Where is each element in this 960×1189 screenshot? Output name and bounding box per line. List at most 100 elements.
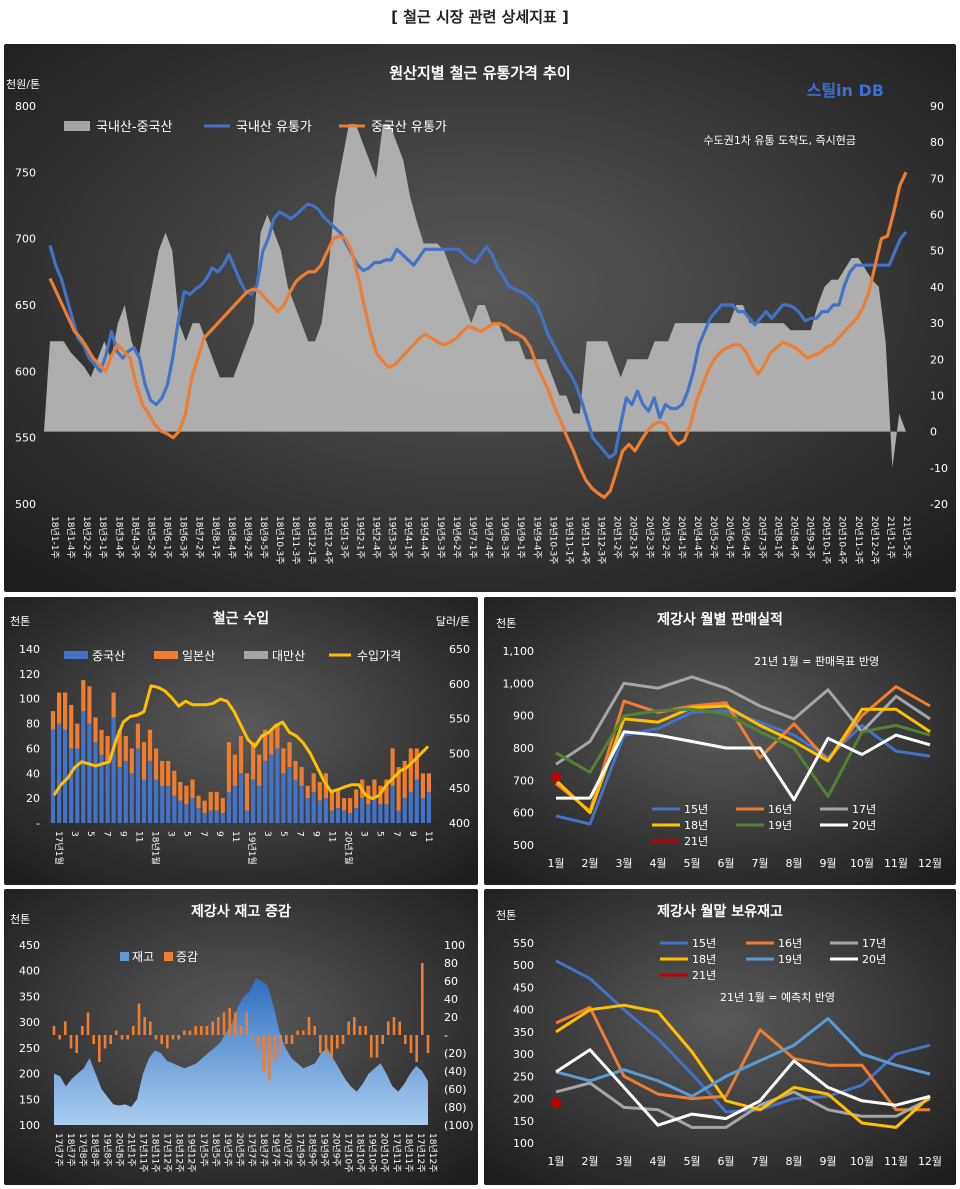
- bar-change: [149, 1021, 152, 1035]
- y2-tick-label: (60): [444, 1083, 467, 1096]
- x-tick-label: 5: [278, 831, 288, 837]
- bar-japan: [208, 791, 213, 811]
- series-line-domestic: [48, 202, 908, 460]
- bar-change: [262, 1035, 265, 1071]
- x-tick-label: 18년10주: [355, 1133, 366, 1172]
- chart-title: 원산지별 철근 유통가격 추이: [389, 64, 570, 82]
- y-tick-label: -: [36, 817, 40, 830]
- bar-japan: [238, 736, 244, 774]
- bar-japan: [117, 729, 122, 768]
- bar-japan: [220, 798, 225, 813]
- legend-swatch-change: [164, 952, 173, 961]
- bar-japan: [384, 779, 389, 805]
- y-tick-label: 140: [19, 643, 40, 656]
- x-tick-label: 9월: [819, 1155, 836, 1168]
- bar-china: [317, 800, 322, 823]
- x-tick-label: 20년12-2주: [869, 516, 880, 564]
- y2-tick-label: -10: [930, 462, 948, 475]
- bar-china: [348, 813, 353, 823]
- rebar-import-chart: 철근 수입 천톤 달러/톤 -20 40 60 80 100 120 140 400 450 500 55…: [4, 597, 478, 885]
- month-end-inventory-svg: 제강사 월말 보유재고 천톤 100 150 200 250 300 350 400 450 500…: [484, 889, 956, 1185]
- x-tick-label: 9: [310, 831, 320, 837]
- bar-japan: [342, 798, 347, 811]
- x-tick-label: 7: [198, 831, 208, 837]
- legend-label: 대만산: [272, 649, 305, 663]
- x-tick-label: 10월: [850, 1155, 874, 1168]
- bar-japan: [166, 760, 171, 786]
- bar-japan: [196, 795, 201, 809]
- bar-japan: [172, 770, 177, 796]
- bar-change: [336, 1035, 339, 1049]
- bar-china: [396, 810, 401, 823]
- bar-japan: [293, 760, 298, 780]
- bar-china: [184, 804, 189, 823]
- bar-change: [64, 1021, 67, 1035]
- bar-change: [86, 1012, 90, 1035]
- bar-japan: [275, 723, 280, 749]
- y-tick-label: 500: [513, 839, 534, 852]
- x-tick-label: 18년6-3주: [178, 516, 189, 559]
- bar-japan: [335, 789, 341, 808]
- x-tick-label: 18년11주: [403, 1133, 414, 1172]
- monthly-sales-svg: 제강사 월별 판매실적 천톤 500 600 700 800 900 1,000 1,100 1월…: [484, 597, 956, 885]
- x-tick-label: 18년11-3주: [290, 516, 301, 564]
- bar-china: [81, 711, 86, 823]
- bar-change: [217, 1017, 220, 1035]
- x-tick-label: 9월: [819, 857, 836, 870]
- y2-tick-label: (20): [444, 1047, 467, 1060]
- bar-change: [392, 1017, 396, 1035]
- bar-japan: [251, 742, 256, 780]
- x-tick-label: 9: [214, 831, 224, 837]
- bar-china: [99, 754, 104, 823]
- bar-change: [426, 1035, 430, 1053]
- bar-change: [120, 1035, 124, 1040]
- y-tick-label: 500: [15, 498, 36, 511]
- y-axis-label: 천톤: [10, 614, 30, 628]
- bar-japan: [190, 779, 195, 799]
- bar-japan: [202, 800, 207, 813]
- bar-change: [211, 1021, 214, 1035]
- bar-japan: [63, 692, 68, 730]
- chart-note: 수도권1차 유통 도착도, 즉시현금: [703, 134, 856, 147]
- x-tick-label: 18년9-5주: [258, 516, 269, 559]
- bar-change: [341, 1035, 345, 1044]
- y-tick-label: 300: [513, 1048, 534, 1061]
- bar-china: [172, 795, 177, 823]
- bar-japan: [160, 760, 165, 786]
- x-tick-label: 19년11-4주: [580, 516, 591, 564]
- y2-tick-label: 0: [930, 426, 937, 439]
- bar-japan: [141, 742, 147, 780]
- bar-japan: [123, 736, 128, 761]
- bar-japan: [372, 779, 377, 799]
- y-tick-label: 350: [513, 1026, 534, 1039]
- bar-china: [414, 779, 419, 823]
- legend-label: 19년: [778, 953, 802, 966]
- y-tick-label: 350: [19, 990, 40, 1003]
- x-tick-label: 12월: [918, 1155, 942, 1168]
- x-tick-label: 19년9-1주: [515, 516, 526, 559]
- bar-china: [202, 813, 207, 823]
- x-tick-label: 19년2-4주: [371, 516, 382, 559]
- x-tick-label: 19년7-1주: [467, 516, 478, 559]
- y-tick-label: 650: [15, 299, 36, 312]
- x-tick-label: 11월: [884, 1155, 908, 1168]
- bar-change: [143, 1017, 146, 1035]
- bar-change: [183, 1030, 186, 1035]
- x-tick-label: 19년6-2주: [451, 516, 462, 559]
- bar-change: [126, 1035, 129, 1040]
- x-tick-label: 21년1주: [125, 1133, 136, 1167]
- x-tick-label: 8월: [785, 1155, 802, 1168]
- x-tick-label: 8월: [785, 857, 802, 870]
- y-tick-label: 150: [513, 1115, 534, 1128]
- bar-change: [160, 1035, 163, 1044]
- bar-change: [194, 1026, 197, 1035]
- y-tick-label: 80: [26, 718, 40, 731]
- bar-china: [93, 742, 98, 823]
- x-tick-label: 11: [230, 831, 240, 842]
- bar-change: [358, 1026, 362, 1035]
- x-tick-label: 17년11주: [138, 1133, 149, 1172]
- x-tick-label: 17년7주: [246, 1133, 257, 1167]
- y2-tick-label: 60: [930, 209, 944, 222]
- bar-change: [324, 1035, 328, 1053]
- bar-japan: [81, 680, 86, 712]
